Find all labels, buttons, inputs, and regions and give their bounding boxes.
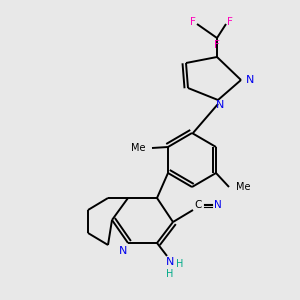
Text: C: C [194,200,202,210]
Text: Me: Me [131,143,145,153]
Text: N: N [166,257,174,267]
Text: H: H [176,259,184,269]
Text: N: N [214,200,222,210]
Text: Me: Me [236,182,250,192]
Text: F: F [190,17,196,27]
Text: N: N [246,75,254,85]
Text: F: F [227,17,233,27]
Text: H: H [166,269,174,279]
Text: F: F [214,40,220,50]
Text: N: N [216,100,224,110]
Text: N: N [119,246,127,256]
